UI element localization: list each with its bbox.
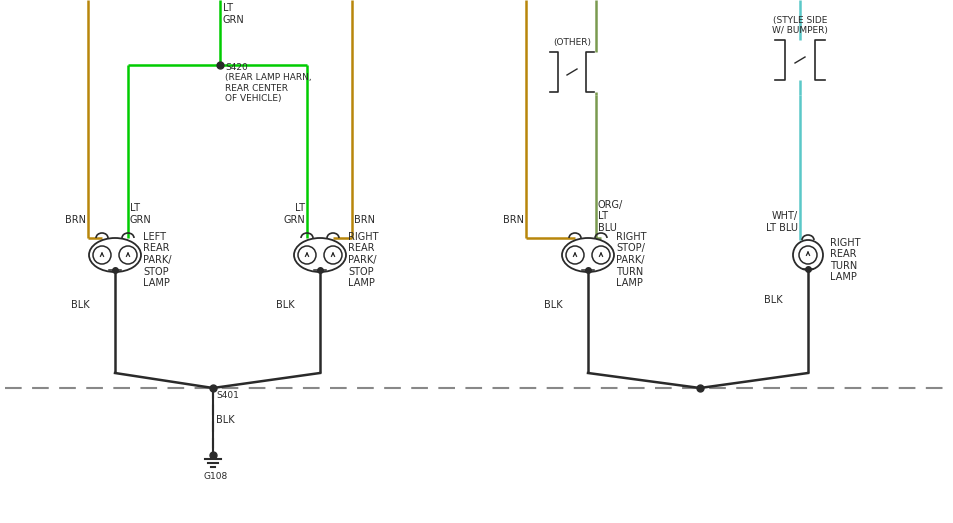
Text: BLK: BLK: [544, 300, 562, 310]
Text: BRN: BRN: [502, 215, 523, 225]
Text: BRN: BRN: [65, 215, 86, 225]
Text: (OTHER): (OTHER): [553, 38, 590, 47]
Text: RIGHT
STOP/
PARK/
TURN
LAMP: RIGHT STOP/ PARK/ TURN LAMP: [616, 232, 646, 288]
Text: LEFT
REAR
PARK/
STOP
LAMP: LEFT REAR PARK/ STOP LAMP: [143, 232, 172, 288]
Text: ORG/
LT
BLU: ORG/ LT BLU: [598, 200, 622, 233]
Text: S420
(REAR LAMP HARN,
REAR CENTER
OF VEHICLE): S420 (REAR LAMP HARN, REAR CENTER OF VEH…: [225, 63, 312, 103]
Text: (STYLE SIDE
W/ BUMPER): (STYLE SIDE W/ BUMPER): [771, 16, 827, 35]
Text: LT
GRN: LT GRN: [130, 203, 152, 225]
Text: BLK: BLK: [215, 415, 234, 425]
Text: BLK: BLK: [763, 295, 782, 305]
Text: WHT/
LT BLU: WHT/ LT BLU: [765, 211, 797, 233]
Text: S401: S401: [215, 391, 238, 400]
Text: BLK: BLK: [71, 300, 90, 310]
Text: RIGHT
REAR
TURN
LAMP: RIGHT REAR TURN LAMP: [829, 237, 860, 282]
Text: LT
GRN: LT GRN: [283, 203, 305, 225]
Text: G108: G108: [204, 472, 228, 481]
Text: BLK: BLK: [276, 300, 294, 310]
Text: LT
GRN: LT GRN: [223, 3, 245, 25]
Text: BRN: BRN: [354, 215, 375, 225]
Text: RIGHT
REAR
PARK/
STOP
LAMP: RIGHT REAR PARK/ STOP LAMP: [348, 232, 378, 288]
